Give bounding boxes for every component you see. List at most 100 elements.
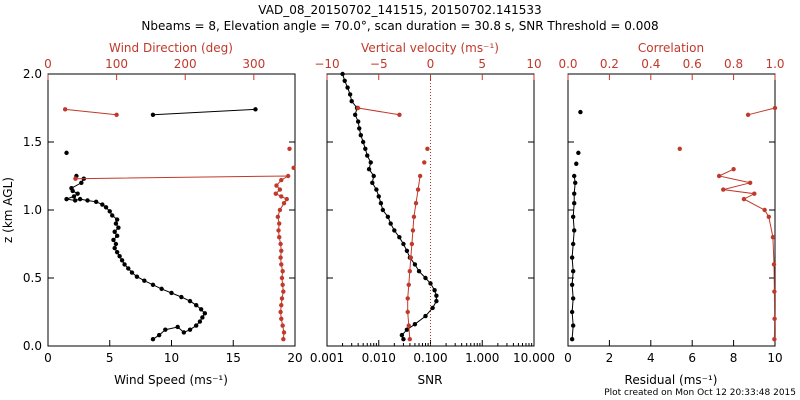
- bottom-tick-label: 10.000: [513, 351, 555, 365]
- residual-point: [569, 309, 575, 315]
- wind-direction-point: [275, 214, 281, 219]
- wind-direction-axis-label: Wind Direction (deg): [109, 41, 233, 55]
- wind-direction-point: [274, 183, 279, 188]
- snr-point: [397, 235, 402, 240]
- wind-direction-point: [279, 275, 285, 281]
- y-tick-label: 0.5: [23, 271, 42, 285]
- wind-direction-point: [284, 196, 289, 202]
- residual-point: [572, 191, 577, 196]
- wind-direction-point: [278, 309, 283, 315]
- residual-point: [569, 282, 575, 287]
- wind-direction-line: [75, 175, 290, 340]
- wind-speed-point: [64, 150, 69, 156]
- snr-point: [399, 332, 405, 338]
- vertical-velocity-point: [417, 173, 423, 179]
- snr-point: [428, 281, 433, 286]
- wind-direction-point: [114, 112, 119, 118]
- wind-speed-line: [64, 178, 206, 340]
- wind-speed-point: [181, 330, 187, 335]
- wind-direction-point: [287, 146, 292, 151]
- snr-point: [404, 248, 410, 253]
- top-tick-label: −5: [370, 57, 388, 71]
- wind-speed-point: [119, 258, 125, 263]
- snr-point: [349, 99, 354, 104]
- top-tick-label: 0: [44, 57, 52, 71]
- residual-point: [578, 109, 583, 115]
- correlation-point: [731, 167, 736, 172]
- wind-speed-point: [116, 225, 121, 230]
- y-tick-label: 1.0: [23, 203, 42, 217]
- snr-point: [385, 214, 391, 219]
- residual-point: [574, 161, 579, 166]
- bottom-tick-label: 2: [606, 351, 614, 365]
- snr-axis-label: SNR: [418, 373, 443, 387]
- wind-panel: z (km AGL) Wind Speed (ms⁻¹) Wind Direct…: [1, 41, 303, 387]
- figure-title-line1: VAD_08_20150702_141515, 20150702.141533: [258, 3, 541, 17]
- wind-speed-point: [156, 332, 162, 338]
- residual-point: [569, 337, 575, 342]
- vertical-velocity-point: [397, 112, 402, 118]
- wind-speed-point: [122, 262, 127, 267]
- vertical-velocity-point: [407, 337, 412, 342]
- bottom-tick-label: 5: [106, 351, 114, 365]
- bottom-tick-label: 6: [688, 351, 696, 365]
- wind-speed-point: [71, 194, 77, 199]
- bottom-tick-label: 4: [647, 351, 655, 365]
- wind-speed-point: [69, 186, 74, 191]
- bottom-tick-label: 0: [564, 351, 572, 365]
- wind-direction-point: [280, 269, 285, 274]
- wind-speed-point: [103, 205, 109, 210]
- correlation-point: [747, 180, 753, 185]
- wind-direction-point: [73, 176, 78, 181]
- wind-direction-point: [280, 323, 285, 328]
- vertical-velocity-point: [407, 269, 412, 274]
- residual-point: [573, 180, 578, 185]
- wind-speed-point: [114, 233, 120, 239]
- correlation-point: [766, 214, 771, 219]
- snr-point: [357, 126, 362, 131]
- wind-speed-point: [150, 337, 156, 342]
- wind-direction-point: [277, 187, 283, 192]
- snr-point: [401, 337, 406, 342]
- vertical-velocity-point: [408, 255, 414, 260]
- top-tick-label: 100: [105, 57, 128, 71]
- wind-direction-point: [276, 228, 281, 233]
- wind-speed-point: [163, 327, 168, 332]
- bottom-tick-label: 10: [767, 351, 782, 365]
- vertical-velocity-point: [422, 160, 427, 165]
- wind-direction-point: [62, 107, 68, 112]
- y-tick-label: 2.0: [23, 67, 42, 81]
- wind-direction-point: [278, 241, 283, 247]
- wind-speed-point: [72, 198, 78, 203]
- snr-point: [345, 85, 350, 90]
- top-tick-label: 0.8: [724, 57, 743, 71]
- wind-speed-point: [126, 266, 131, 271]
- wind-speed-point: [169, 290, 174, 296]
- snr-point: [347, 92, 353, 97]
- residual-point: [572, 201, 577, 206]
- wind-speed-point: [187, 298, 193, 304]
- residual-axis-label: Residual (ms⁻¹): [625, 373, 718, 387]
- wind-speed-point: [112, 229, 117, 234]
- snr-point: [370, 180, 375, 185]
- snr-point: [368, 160, 373, 165]
- correlation-point: [716, 173, 722, 179]
- wind-speed-point: [111, 237, 116, 243]
- bottom-tick-label: 0.001: [310, 351, 344, 365]
- wind-speed-point: [113, 241, 119, 247]
- snr-point: [340, 71, 345, 77]
- vertical-velocity-point: [409, 241, 415, 247]
- wind-speed-point: [142, 278, 147, 283]
- wind-speed-point: [113, 221, 119, 226]
- snr-point: [374, 187, 379, 192]
- snr-point: [392, 228, 397, 233]
- y-tick-label: 1.5: [23, 135, 42, 149]
- bottom-tick-label: 1.000: [465, 351, 499, 365]
- wind-direction-point: [273, 191, 278, 196]
- wind-direction-point: [277, 235, 282, 240]
- residual-point: [570, 296, 576, 301]
- snr-point: [430, 305, 435, 311]
- correlation-point: [770, 235, 776, 240]
- top-tick-label: 0: [427, 57, 435, 71]
